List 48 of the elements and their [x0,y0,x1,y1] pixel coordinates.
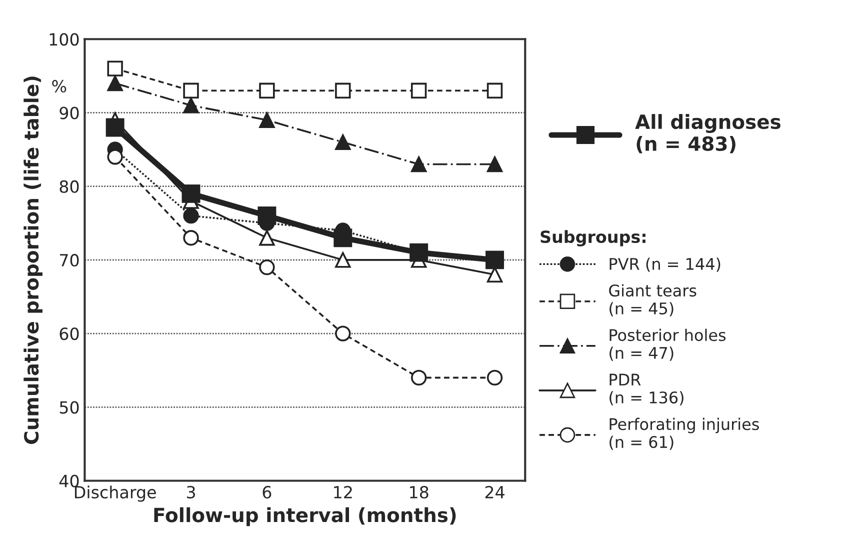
point [410,156,427,172]
point [107,149,123,165]
point [258,206,276,226]
legend-label: Giant tears (n = 45) [609,284,696,316]
y-axis-title: Cumulative proportion (life table) [24,76,42,444]
y-tick-label: 60 [60,328,79,340]
point [259,230,275,246]
legend-label: Perforating injuries (n = 61) [610,418,759,450]
x-tick-label: 6 [262,486,272,498]
point [410,370,427,386]
y-tick-label: 100 [50,33,79,46]
point [486,82,503,98]
point [107,75,123,92]
point [259,82,275,98]
y-tick-label: 70 [60,254,79,267]
point [259,112,275,128]
point [259,259,275,276]
legend-title: Subgroups: [540,230,646,246]
point [410,82,427,98]
point [182,184,200,203]
y-tick-label: 80 [60,180,79,193]
point [335,326,351,342]
x-tick-label: 12 [334,486,352,498]
legend-label: PVR (n = 144) [610,258,720,272]
legend-label: PDR (n = 136) [610,374,684,406]
x-tick-label: 3 [186,486,195,498]
point [335,82,351,98]
point [486,156,503,172]
point [335,134,351,150]
point [183,230,199,246]
x-axis-title: Follow-up interval (months) [154,507,456,526]
point [183,82,199,98]
y-tick-label: 50 [60,401,79,414]
text: % [52,80,66,93]
point [183,208,199,224]
y-tick-label: 40 [59,474,79,488]
legend-label: Posterior holes (n = 47) [610,328,726,361]
y-tick-label: 90 [60,106,79,120]
legend-label: All diagnoses (n = 483) [635,114,780,154]
point [486,370,503,386]
point [107,60,123,76]
point [183,98,199,114]
x-tick-label: Discharge [74,486,156,502]
x-tick-label: 18 [410,486,428,498]
point [335,252,351,268]
point [106,118,124,137]
x-tick-label: 24 [485,486,504,498]
point [334,228,352,248]
